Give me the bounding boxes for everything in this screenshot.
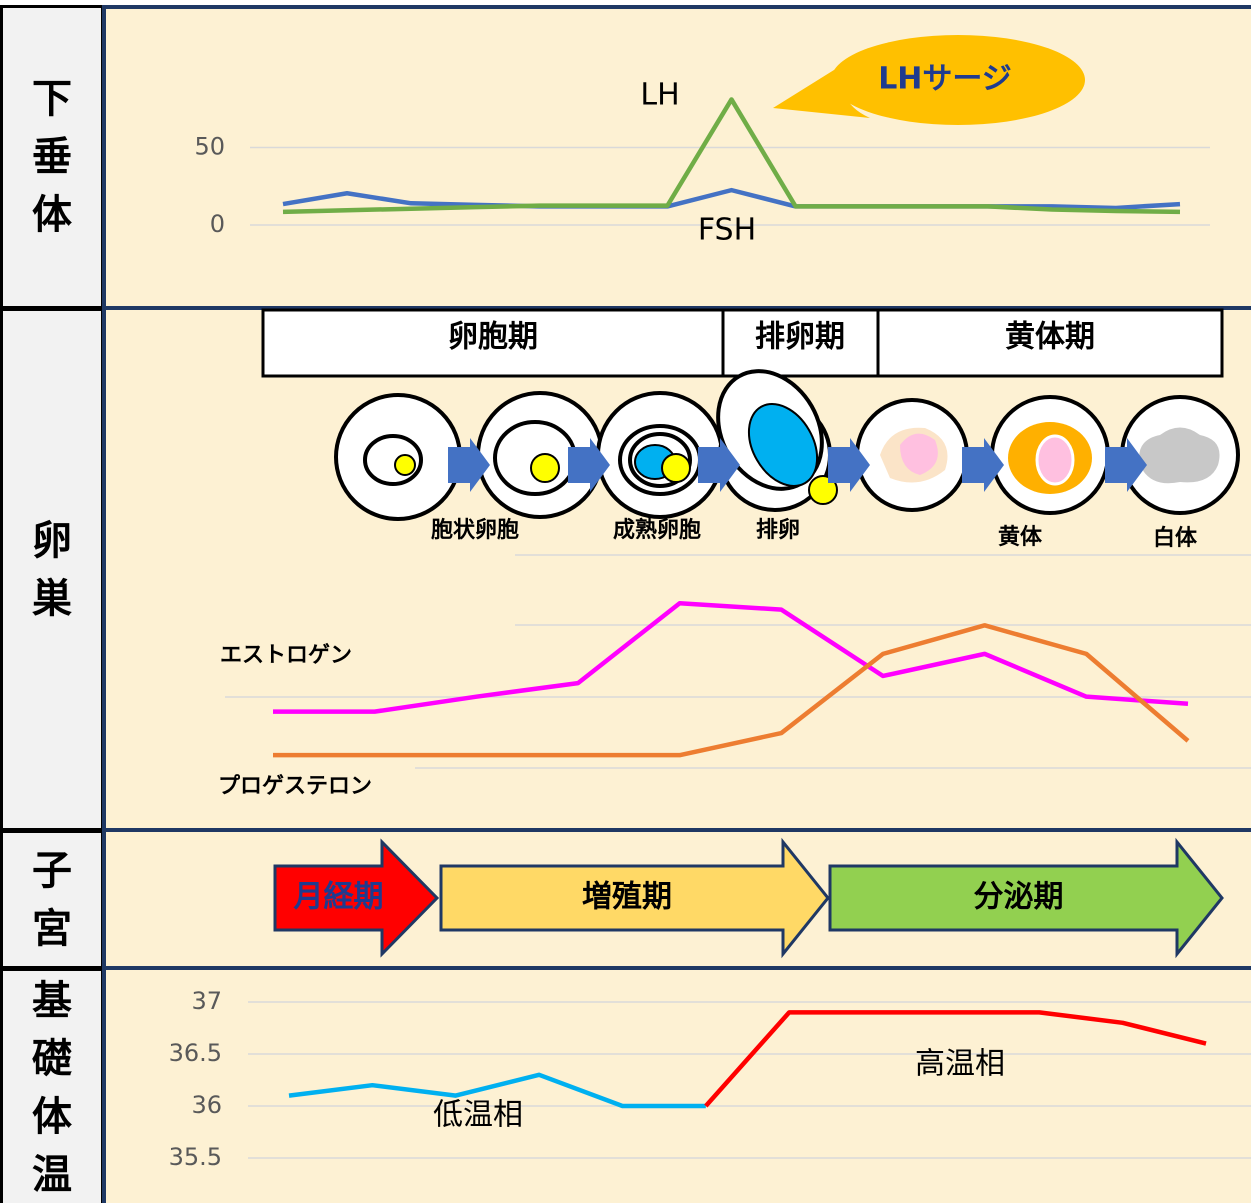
- series-label: エストロゲン: [220, 643, 352, 668]
- section-borders: [102, 5, 1251, 1203]
- series-line: [704, 1010, 1207, 1108]
- section: 下垂体: [0, 5, 104, 309]
- phase-arrow: [439, 837, 830, 959]
- phase-label: 卵胞期: [448, 320, 538, 355]
- ovary-gridlines: [225, 554, 1251, 769]
- stage-label: 黄体: [998, 525, 1043, 550]
- stage-label: 排卵: [756, 518, 800, 543]
- section: 子宮: [0, 830, 104, 969]
- callout: [831, 35, 1085, 125]
- phase-arrow: [828, 837, 1224, 959]
- section-labels: 下垂体 卵巣 子宮 基礎体温: [0, 5, 104, 1203]
- phase-boxes: [261, 308, 1224, 378]
- series-line: [288, 1072, 706, 1109]
- callout-text: LHサージ: [878, 62, 1012, 97]
- stage-label: 白体: [1153, 525, 1198, 551]
- phase-label: 黄体期: [1005, 320, 1095, 355]
- series-label: 高温相: [915, 1047, 1005, 1082]
- y-tick-label: 37: [191, 987, 222, 1015]
- section-label: 子宮: [32, 847, 72, 952]
- phase-arrow-label: 分泌期: [974, 880, 1064, 915]
- y-tick-label: 36.5: [169, 1039, 222, 1067]
- phase-arrow: [273, 838, 440, 958]
- series-line: [273, 623, 1190, 758]
- series-label: 低温相: [433, 1098, 523, 1133]
- y-tick-label: 36: [191, 1091, 222, 1119]
- series-line: [273, 600, 1189, 714]
- callout-tail: [773, 60, 870, 118]
- phase-arrow-label: 月経期: [294, 880, 384, 915]
- series-label: FSH: [698, 213, 756, 248]
- series-label: プロゲステロン: [218, 774, 372, 799]
- y-tick-label: 0: [210, 210, 225, 238]
- series-label: LH: [640, 78, 679, 113]
- section: 基礎体温: [0, 968, 104, 1203]
- stage-arrows: [448, 438, 1147, 492]
- stage-label: 成熟卵胞: [613, 517, 701, 543]
- section-label: 卵巣: [32, 517, 72, 622]
- series-line: [282, 97, 1181, 215]
- phase-arrow-label: 増殖期: [582, 880, 672, 915]
- section-label: 基礎体温: [32, 978, 72, 1198]
- follicles: [334, 369, 1240, 521]
- y-tick-label: 35.5: [169, 1143, 222, 1171]
- uterus-arrows: 月経期 増殖期 分泌期: [273, 837, 1224, 959]
- y-tick-label: 50: [194, 133, 225, 161]
- section-label: 下垂体: [32, 76, 72, 238]
- section: 卵巣: [0, 308, 104, 831]
- stage-label: 胞状卵胞: [431, 517, 519, 543]
- phase-label: 排卵期: [755, 320, 845, 355]
